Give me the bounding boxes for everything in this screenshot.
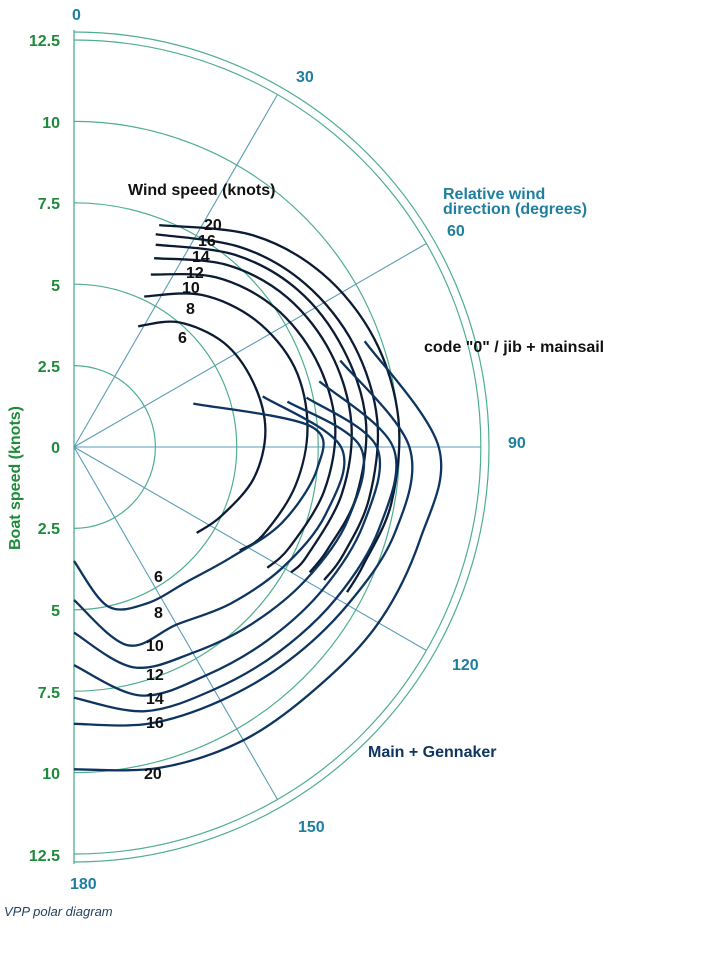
- upwind-curve-6: [138, 320, 267, 534]
- upwind-speed-label: 10: [182, 280, 200, 297]
- upwind-speed-label: 6: [178, 330, 187, 347]
- upwind-speed-label: 14: [192, 249, 210, 266]
- upwind-speed-label: 12: [186, 265, 204, 282]
- angle-tick-label: 60: [447, 223, 465, 240]
- relative-wind-label-line1: Relative wind: [443, 186, 545, 203]
- downwind-sail-note: Main + Gennaker: [368, 744, 497, 761]
- speed-tick-label: 12.5: [29, 33, 60, 50]
- angle-spoke: [73, 243, 427, 448]
- downwind-speed-label: 10: [146, 638, 164, 655]
- boat-speed-axis-label: Boat speed (knots): [7, 406, 24, 550]
- wind-speed-title: Wind speed (knots): [128, 182, 275, 199]
- speed-tick-label: 2.5: [38, 359, 60, 376]
- upwind-speed-label: 16: [198, 233, 216, 250]
- downwind-curve-16: [73, 359, 414, 727]
- speed-tick-label: 0: [51, 440, 60, 457]
- downwind-speed-label: 16: [146, 715, 164, 732]
- upwind-curve-16: [155, 233, 380, 581]
- speed-tick-label: 10: [42, 766, 60, 783]
- upwind-speed-label: 20: [204, 217, 222, 234]
- angle-spoke: [73, 446, 427, 651]
- angle-spoke: [73, 446, 278, 800]
- speed-tick-label: 5: [51, 278, 60, 295]
- downwind-speed-label: 6: [154, 569, 163, 586]
- angle-spoke: [73, 94, 278, 448]
- angle-tick-label: 90: [508, 435, 526, 452]
- downwind-speed-label: 20: [144, 766, 162, 783]
- speed-tick-label: 7.5: [38, 196, 60, 213]
- labels: Boat speed (knots) Wind speed (knots) Re…: [7, 7, 604, 893]
- angle-tick-label: 30: [296, 69, 314, 86]
- downwind-speed-label: 12: [146, 667, 164, 684]
- angle-tick-label: 180: [70, 876, 97, 893]
- speed-tick-label: 7.5: [38, 685, 60, 702]
- angle-tick-label: 150: [298, 819, 325, 836]
- upwind-curve-12: [153, 257, 353, 574]
- curves: [73, 223, 443, 772]
- grid: [73, 30, 490, 864]
- relative-wind-label-line2: direction (degrees): [443, 201, 587, 218]
- downwind-speed-label: 14: [146, 691, 164, 708]
- outer-ring: [73, 31, 490, 863]
- upwind-speed-label: 8: [186, 301, 195, 318]
- speed-tick-label: 5: [51, 603, 60, 620]
- downwind-curve-12: [73, 396, 382, 697]
- downwind-curve-10: [73, 400, 366, 669]
- downwind-curve-8: [73, 395, 346, 647]
- upwind-curve-8: [144, 292, 309, 552]
- downwind-speed-label: 8: [154, 605, 163, 622]
- upwind-sail-note: code "0" / jib + mainsail: [424, 339, 604, 356]
- upwind-curve-20: [159, 223, 401, 593]
- speed-tick-label: 12.5: [29, 848, 60, 865]
- downwind-curve-20: [73, 340, 443, 772]
- downwind-curve-6: [73, 402, 325, 611]
- figure-caption: VPP polar diagram: [4, 904, 113, 919]
- speed-tick-label: 2.5: [38, 521, 60, 538]
- angle-tick-label: 120: [452, 657, 479, 674]
- speed-tick-label: 10: [42, 115, 60, 132]
- downwind-curve-14: [73, 380, 398, 713]
- angle-tick-label: 0: [72, 7, 81, 24]
